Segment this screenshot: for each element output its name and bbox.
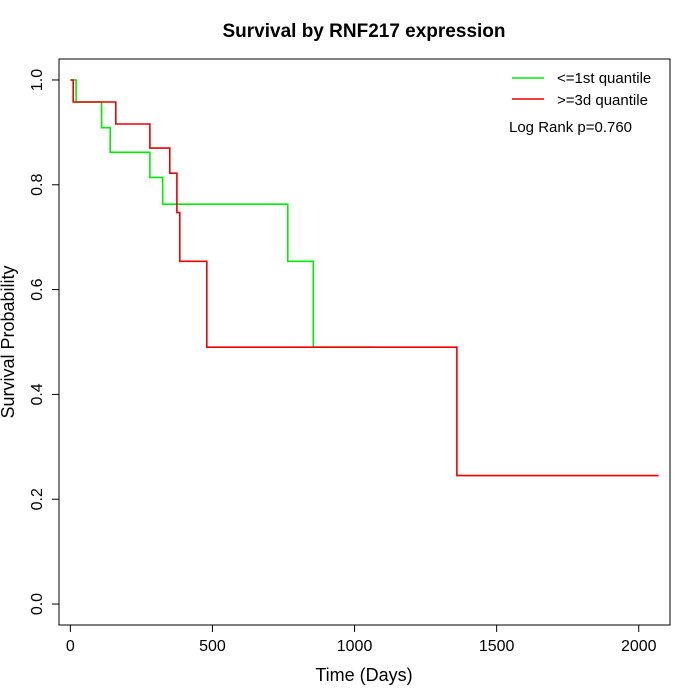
series-line-high	[70, 79, 659, 477]
y-axis: 0.0 0.2 0.4 0.6 0.8 1.0	[29, 69, 60, 615]
legend: <=1st quantile >=3d quantile Log Rank p=…	[509, 70, 651, 136]
legend-label-low: <=1st quantile	[557, 70, 651, 87]
x-tick-label: 500	[199, 638, 226, 655]
y-tick-label: 0.2	[29, 488, 46, 510]
x-tick-label: 1000	[337, 638, 373, 655]
log-rank-annotation: Log Rank p=0.760	[509, 119, 632, 136]
x-axis-label: Time (Days)	[315, 665, 412, 685]
chart-title: Survival by RNF217 expression	[222, 21, 505, 42]
legend-label-high: >=3d quantile	[557, 92, 648, 109]
series-layer	[70, 79, 659, 477]
x-axis: 0 500 1000 1500 2000	[66, 624, 657, 655]
y-tick-label: 0.8	[29, 174, 46, 196]
y-tick-label: 1.0	[29, 69, 46, 91]
y-tick-label: 0.6	[29, 278, 46, 300]
y-tick-label: 0.4	[29, 383, 46, 405]
x-tick-label: 2000	[621, 638, 657, 655]
y-tick-label: 0.0	[29, 593, 46, 615]
x-tick-label: 1500	[479, 638, 515, 655]
x-tick-label: 0	[66, 638, 75, 655]
y-axis-label: Survival Probability	[0, 265, 18, 418]
